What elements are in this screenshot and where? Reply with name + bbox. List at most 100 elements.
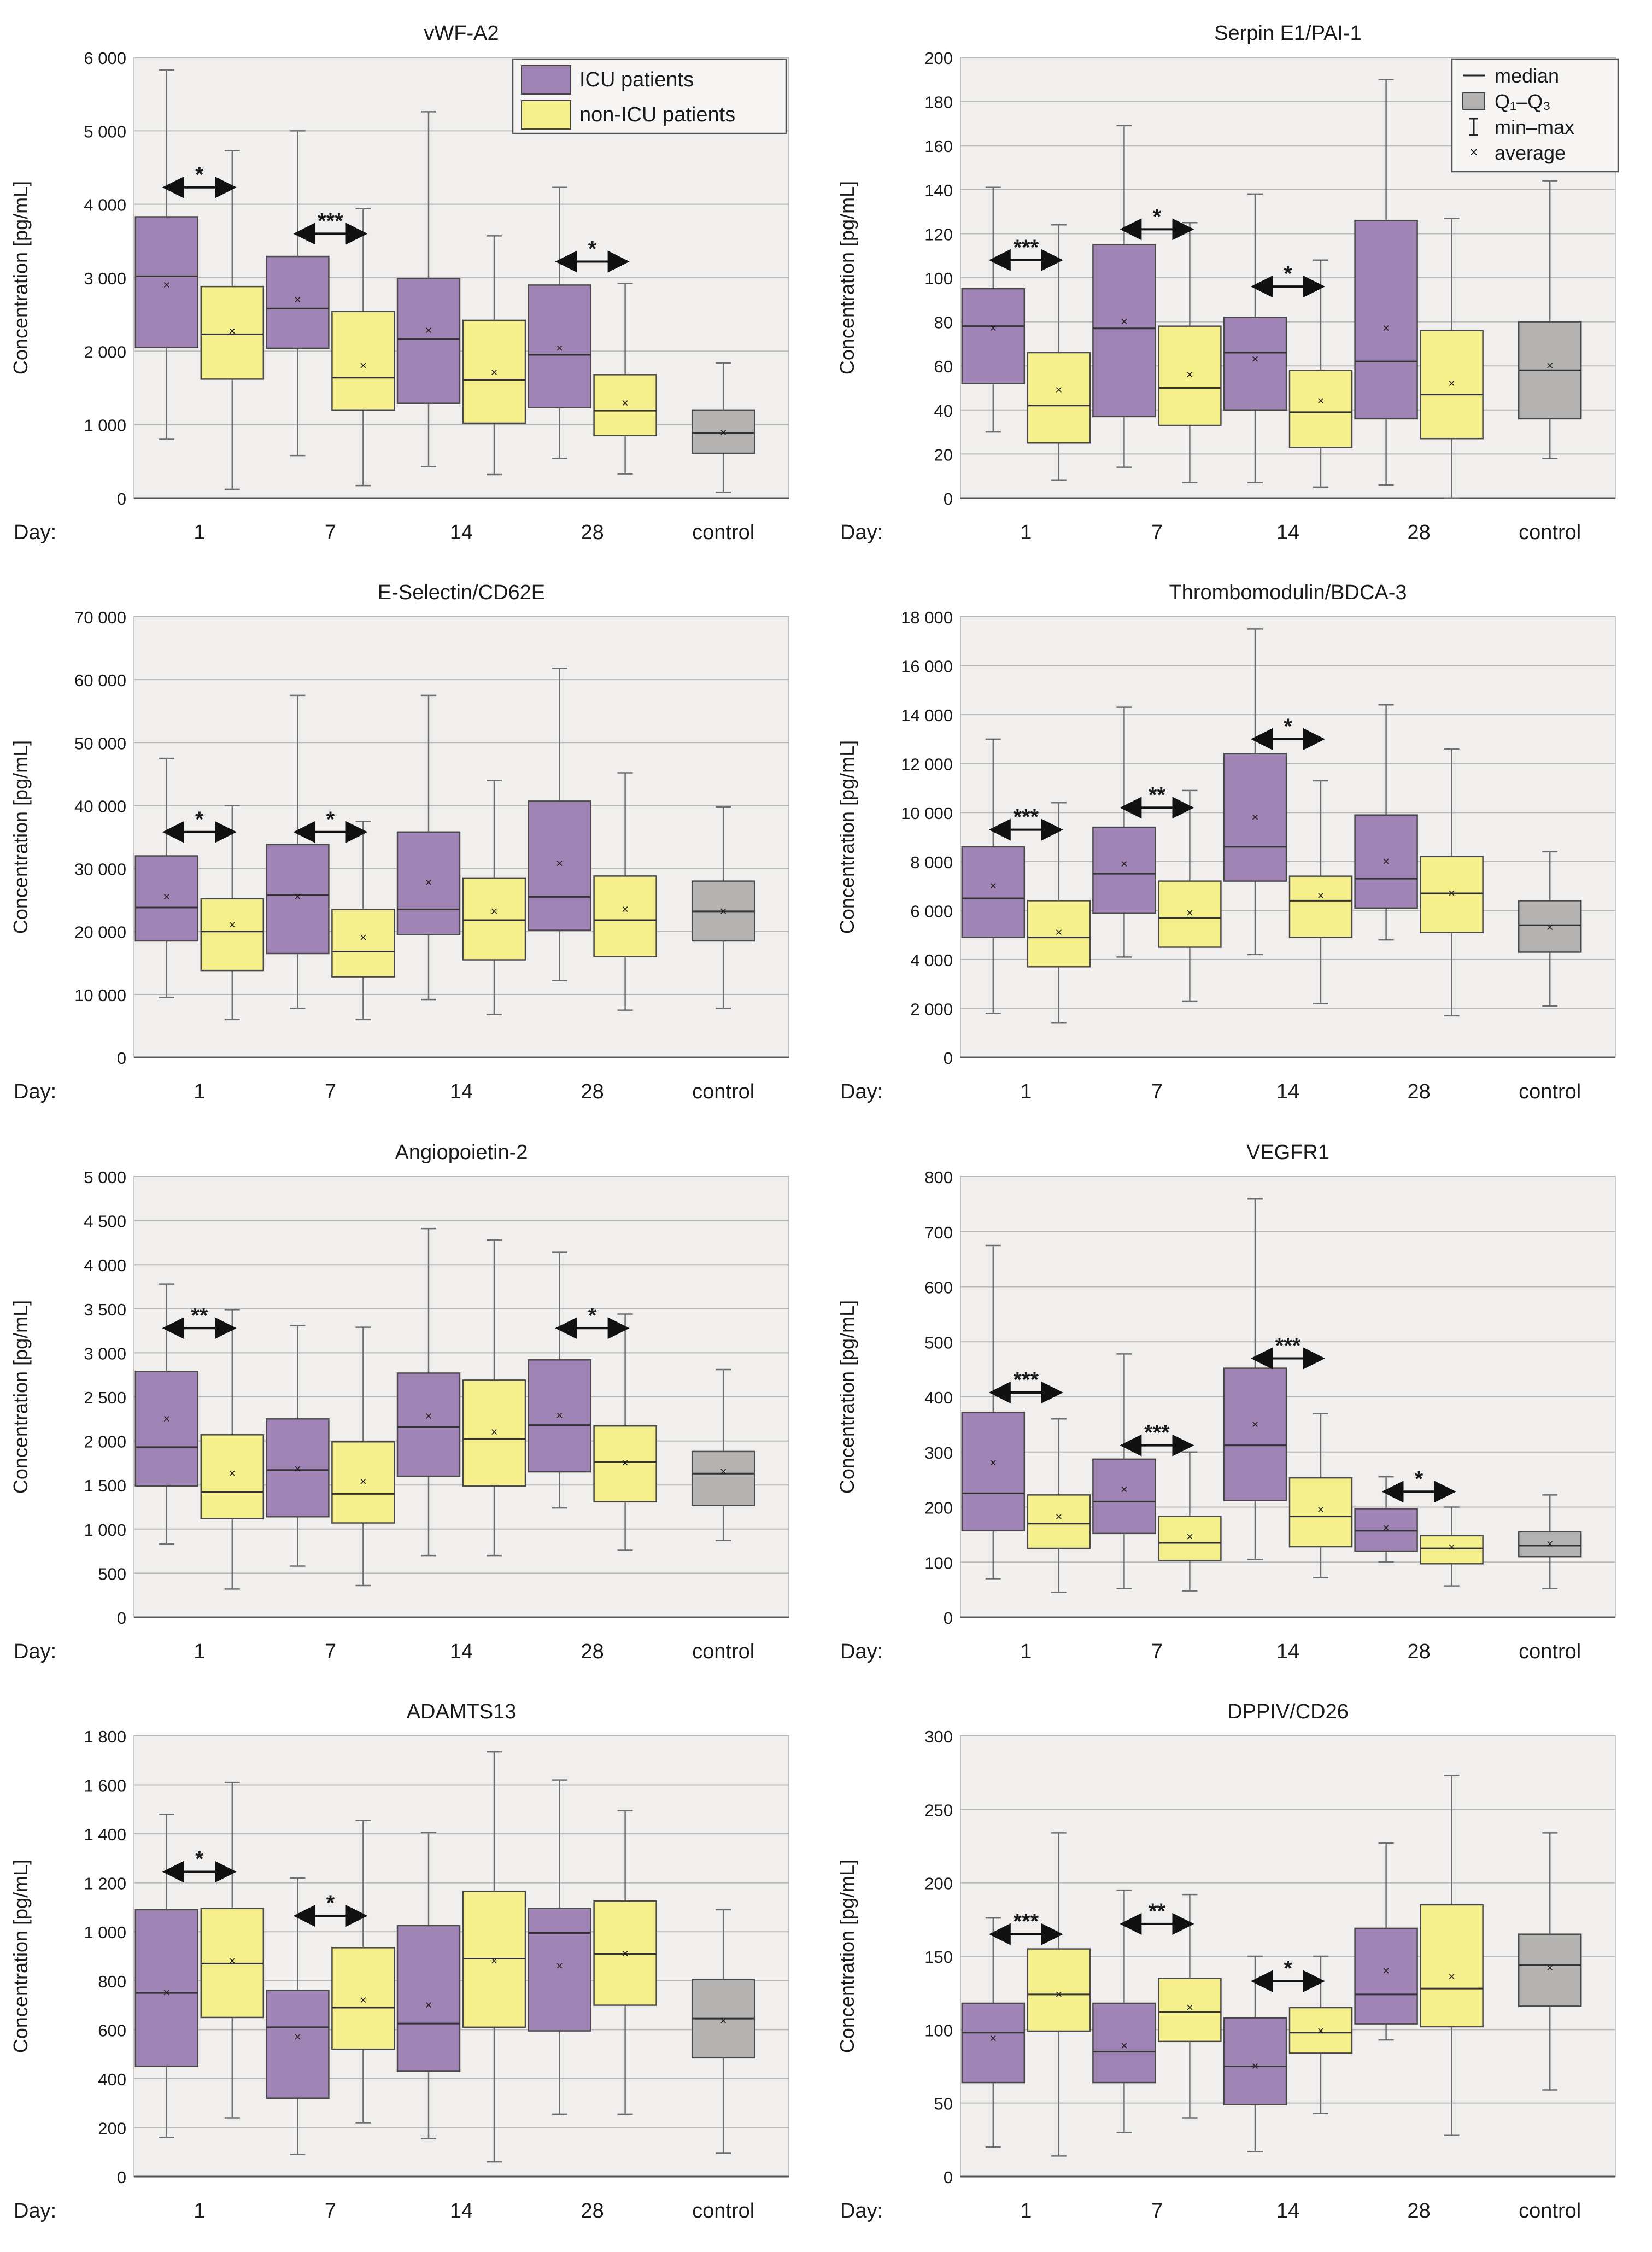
y-tick-label: 1 000 bbox=[84, 1923, 126, 1942]
y-tick-label: 70 000 bbox=[74, 608, 126, 627]
box-non-icu-day-28: × bbox=[593, 1810, 657, 2115]
mean-marker: × bbox=[294, 2030, 301, 2044]
legend-label: Q₁–Q₃ bbox=[1495, 90, 1551, 113]
box-iqr bbox=[961, 1411, 1026, 1532]
mean-marker: × bbox=[622, 1456, 629, 1470]
y-tick-label: 14 000 bbox=[901, 706, 953, 725]
x-tick-label: control bbox=[1519, 2200, 1581, 2222]
box-iqr bbox=[1518, 1531, 1582, 1558]
legend-label: average bbox=[1495, 142, 1566, 164]
mean-marker: × bbox=[1186, 906, 1193, 920]
box-iqr bbox=[331, 311, 395, 411]
x-tick-label: control bbox=[692, 1080, 754, 1103]
y-tick-label: 50 000 bbox=[74, 734, 126, 753]
y-tick-label: 300 bbox=[924, 1443, 953, 1463]
chart-title: DPPIV/CD26 bbox=[1227, 1700, 1349, 1723]
mean-marker: × bbox=[229, 1466, 236, 1480]
box-iqr bbox=[1092, 1458, 1156, 1535]
y-tick-label: 60 bbox=[934, 357, 953, 376]
box-iqr bbox=[462, 877, 526, 961]
mean-marker: × bbox=[556, 856, 563, 870]
mean-marker: × bbox=[360, 931, 367, 944]
chart-panel-5: 0 500 1 000 1 500 2 000 2 500 3 000 3 500 4 000 4… bbox=[9, 1141, 789, 1663]
box-control-day-control: × bbox=[1518, 1494, 1582, 1589]
box-non-icu-day-28: × bbox=[593, 772, 657, 1011]
significance-label: * bbox=[326, 808, 335, 832]
box-control-day-control: × bbox=[1518, 1832, 1582, 2091]
y-tick-label: 1 800 bbox=[84, 1727, 126, 1746]
box-icu-day-14: × bbox=[1223, 628, 1287, 956]
y-tick-label: 40 000 bbox=[74, 797, 126, 816]
mean-marker: × bbox=[425, 1998, 432, 2012]
x-tick-label: 14 bbox=[1276, 1080, 1299, 1103]
x-tick-label: 1 bbox=[194, 521, 205, 544]
plot-area bbox=[133, 616, 789, 1058]
box-non-icu-day-1: × bbox=[1027, 1418, 1091, 1593]
y-tick-label: 500 bbox=[924, 1333, 953, 1352]
box-icu-day-7: × bbox=[1092, 706, 1156, 958]
mean-marker: × bbox=[1382, 1521, 1390, 1535]
box-iqr bbox=[528, 284, 591, 409]
box-non-icu-day-14: × bbox=[462, 1239, 526, 1557]
significance-label: *** bbox=[1013, 805, 1039, 829]
box-non-icu-day-7: × bbox=[1158, 1893, 1222, 2119]
box-non-icu-day-7: × bbox=[331, 1326, 395, 1587]
x-axis-day-label: Day: bbox=[840, 1080, 883, 1103]
significance-label: *** bbox=[1013, 236, 1039, 260]
chart-panel-1: 0 1 000 2 000 3 000 4 000 5 000 6 000 vWF-A2 Con… bbox=[9, 22, 789, 544]
x-tick-label: 1 bbox=[194, 1640, 205, 1663]
mean-marker: × bbox=[1317, 394, 1325, 408]
mean-marker: × bbox=[1546, 1537, 1554, 1551]
y-tick-label: 200 bbox=[98, 2119, 126, 2138]
box-control-day-control: × bbox=[691, 1909, 755, 2154]
significance-day-1: ** bbox=[162, 1303, 237, 1339]
chart-title: vWF-A2 bbox=[424, 22, 499, 45]
box-iqr bbox=[1420, 856, 1484, 933]
significance-day-7: * bbox=[293, 1891, 368, 1927]
y-axis-label: Concentration [pg/mL] bbox=[9, 1859, 32, 2053]
mean-marker: × bbox=[622, 902, 629, 916]
y-tick-label: 0 bbox=[117, 1608, 126, 1628]
y-tick-label: 40 bbox=[934, 401, 953, 420]
y-axis-label: Concentration [pg/mL] bbox=[9, 181, 32, 375]
box-icu-day-14: × bbox=[1223, 193, 1287, 484]
x-tick-label: control bbox=[692, 2200, 754, 2222]
y-axis-label: Concentration [pg/mL] bbox=[836, 740, 858, 934]
box-non-icu-day-28: × bbox=[1420, 1506, 1484, 1587]
box-non-icu-day-1: × bbox=[1027, 224, 1091, 482]
mean-marker: × bbox=[1121, 2039, 1128, 2052]
significance-day-28: * bbox=[555, 1303, 630, 1339]
box-iqr bbox=[266, 255, 330, 349]
x-axis-day-label: Day: bbox=[840, 2200, 883, 2222]
y-tick-label: 30 000 bbox=[74, 860, 126, 879]
mean-marker: × bbox=[720, 2014, 727, 2028]
mean-marker: × bbox=[556, 341, 563, 355]
box-iqr bbox=[1288, 875, 1353, 938]
mean-marker: × bbox=[229, 1954, 236, 1968]
x-tick-label: 1 bbox=[1020, 2200, 1032, 2222]
box-iqr bbox=[1158, 1516, 1222, 1561]
box-iqr bbox=[1158, 325, 1222, 426]
box-icu-day-1: × bbox=[134, 69, 199, 440]
y-tick-label: 150 bbox=[924, 1947, 953, 1967]
box-iqr bbox=[266, 1990, 330, 2099]
box-iqr bbox=[266, 844, 330, 955]
box-icu-day-28: × bbox=[528, 1251, 591, 1509]
y-tick-label: 3 000 bbox=[84, 1344, 126, 1363]
y-tick-label: 120 bbox=[924, 225, 953, 244]
box-icu-day-28: × bbox=[1354, 79, 1418, 486]
box-iqr bbox=[462, 1379, 526, 1487]
chart-title: Thrombomodulin/BDCA-3 bbox=[1169, 581, 1407, 604]
mean-marker: × bbox=[1317, 2024, 1325, 2038]
y-tick-label: 2 500 bbox=[84, 1388, 126, 1407]
box-icu-day-7: × bbox=[1092, 1889, 1156, 2133]
y-tick-label: 12 000 bbox=[901, 755, 953, 774]
y-tick-label: 600 bbox=[924, 1278, 953, 1297]
mean-marker: × bbox=[163, 890, 170, 903]
chart-panel-8: 0 50 100 150 200 250 300 DPPIV/CD26 Concentratio… bbox=[836, 1700, 1616, 2222]
significance-day-1: *** bbox=[988, 805, 1063, 841]
significance-day-14: *** bbox=[1251, 1333, 1325, 1370]
mean-marker: × bbox=[1252, 810, 1259, 824]
y-tick-label: 200 bbox=[924, 49, 953, 68]
mean-marker: × bbox=[989, 1456, 997, 1470]
